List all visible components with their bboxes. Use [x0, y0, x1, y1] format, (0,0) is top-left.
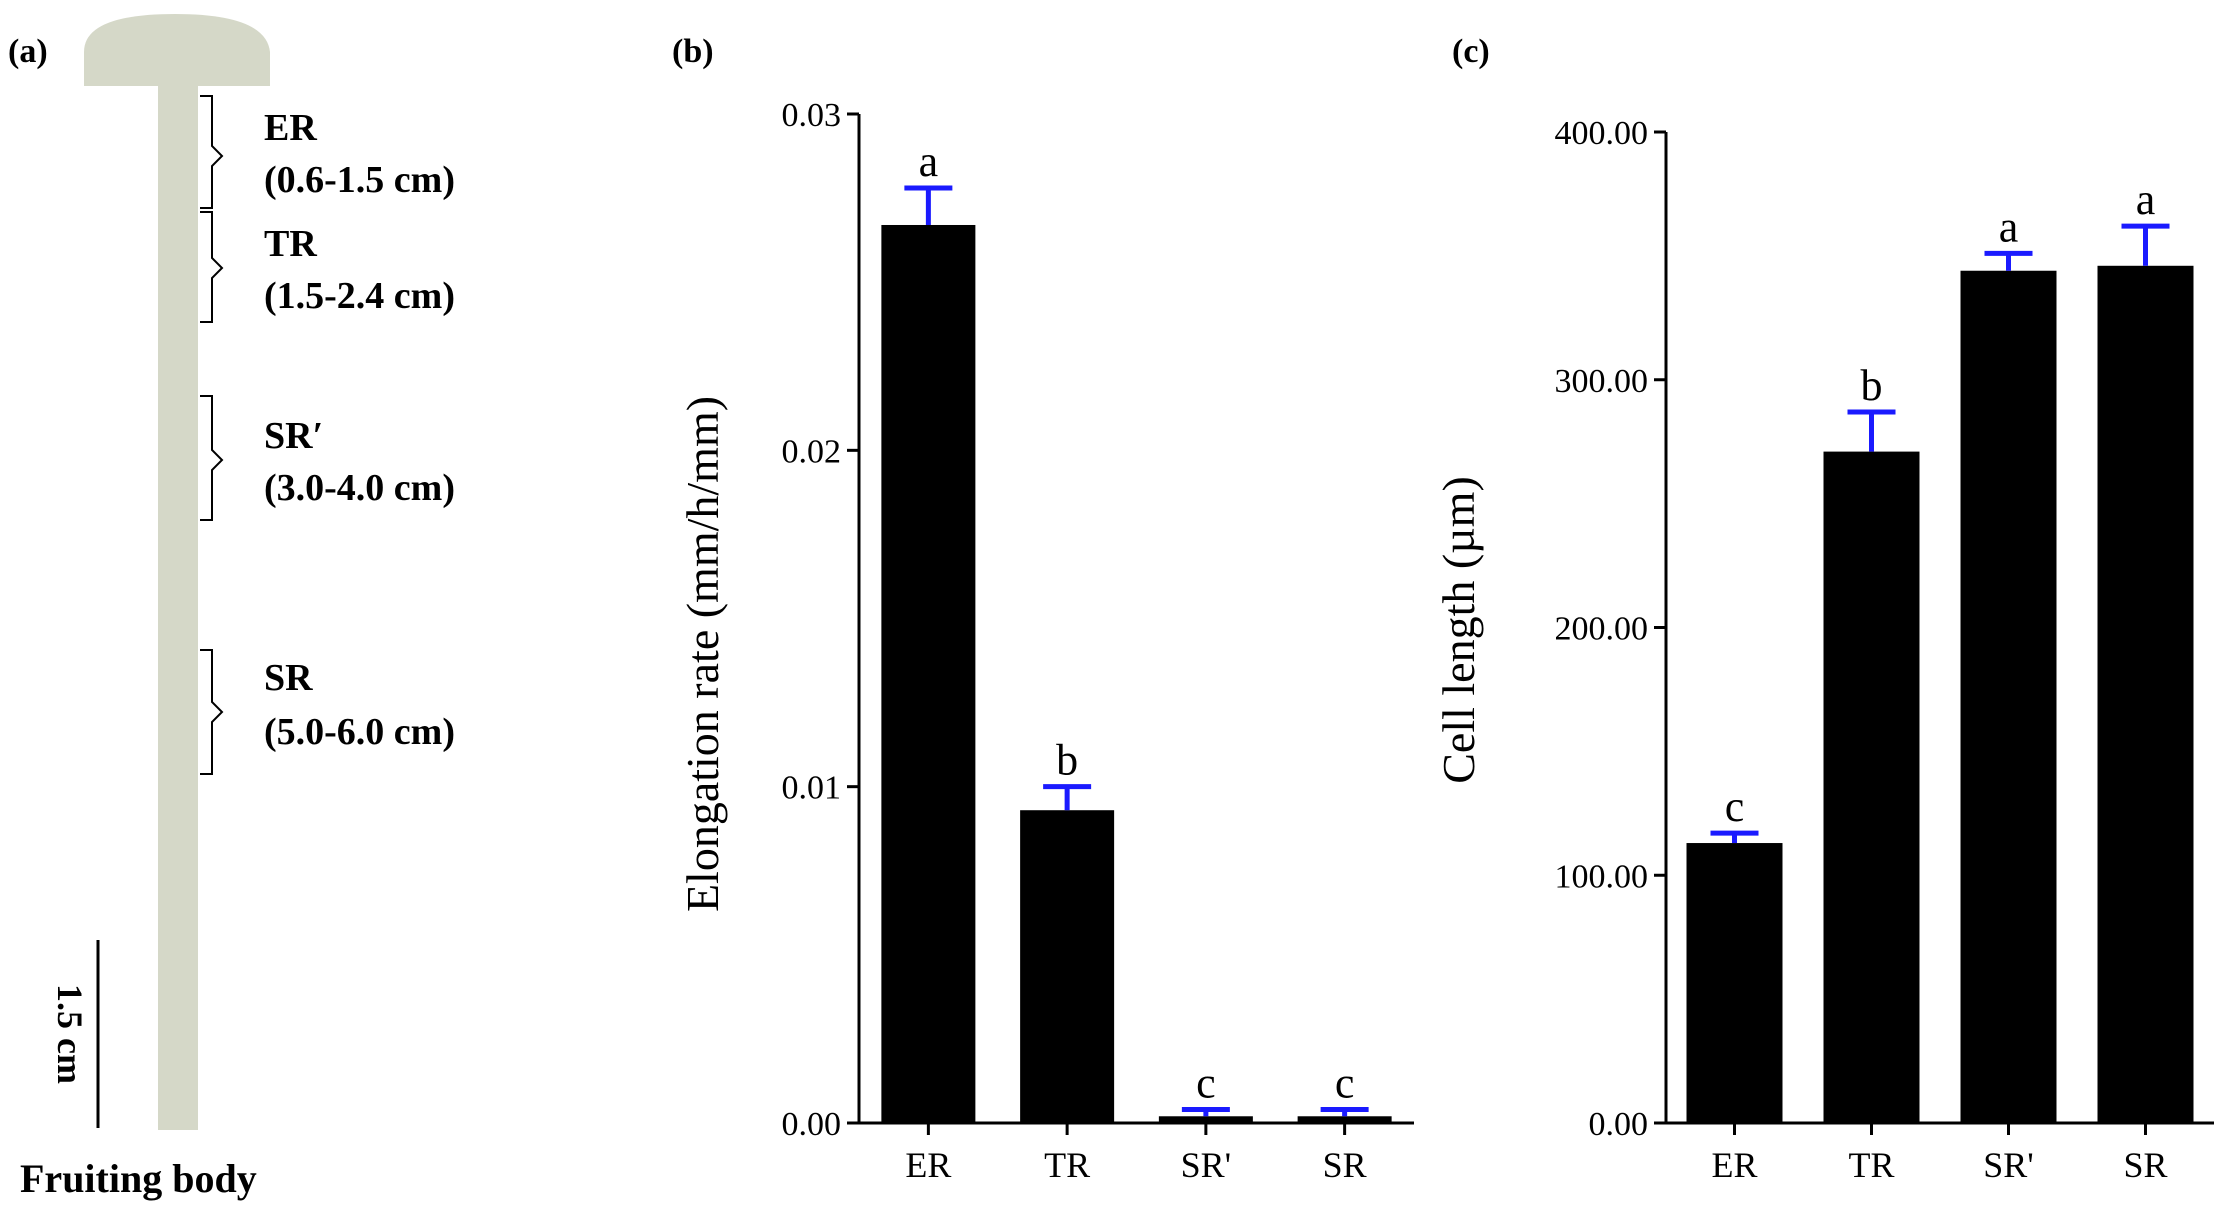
- panel-a: (a) ER (0.6-1.5 cm) TR (1.5-2.4 cm) SR′ …: [8, 14, 455, 1201]
- chart-b-y-tick-label: 0.03: [782, 97, 842, 134]
- chart-c-significance-label: a: [2136, 175, 2156, 224]
- chart-b-y-tick-label: 0.00: [782, 1106, 842, 1143]
- chart-c-bar: [1960, 270, 2057, 1123]
- chart-c-y-tick-label: 400.00: [1555, 115, 1649, 152]
- chart-c-significance-label: b: [1861, 361, 1883, 410]
- chart-c-category-label: TR: [1848, 1145, 1894, 1185]
- chart-c-bar: [1686, 843, 1783, 1123]
- chart-b-y-tick-label: 0.02: [782, 433, 842, 470]
- chart-c-y-axis-label: Cell length (µm): [1433, 476, 1484, 784]
- chart-b-y-axis-label: Elongation rate (mm/h/mm): [677, 396, 728, 912]
- chart-c-panel-label: (c): [1452, 33, 1490, 70]
- chart-b-category-label: TR: [1044, 1145, 1090, 1185]
- chart-c-y-tick-label: 200.00: [1555, 611, 1649, 648]
- scale-bar-label: 1.5 cm: [50, 984, 90, 1084]
- chart-c-significance-label: a: [1999, 202, 2019, 251]
- chart-c-category-label: ER: [1711, 1145, 1757, 1185]
- region-sr-prime-name: SR′: [264, 415, 323, 457]
- chart-c-bar: [2097, 265, 2194, 1123]
- chart-b-significance-label: a: [919, 137, 939, 186]
- fruiting-body-caption: Fruiting body: [20, 1156, 257, 1201]
- brace-tr: [200, 211, 224, 323]
- chart-b-significance-label: c: [1335, 1059, 1355, 1108]
- chart-c-bar: [1823, 451, 1920, 1123]
- fruiting-body-stipe: [158, 86, 198, 1130]
- chart-b-category-label: ER: [905, 1145, 951, 1185]
- chart-b-bar: [881, 224, 976, 1124]
- chart-c-y-tick-label: 100.00: [1555, 858, 1649, 895]
- brace-sr-prime: [200, 395, 224, 521]
- brace-er: [200, 95, 224, 209]
- chart-b-bar: [1020, 810, 1115, 1123]
- chart-c-significance-label: c: [1725, 782, 1745, 831]
- chart-b-bar: [1158, 1116, 1253, 1123]
- chart-c-y-tick-label: 300.00: [1555, 363, 1649, 400]
- chart-b-significance-label: c: [1196, 1059, 1216, 1108]
- brace-sr: [200, 649, 224, 775]
- fruiting-body-cap: [84, 14, 270, 86]
- chart-c-category-label: SR': [1983, 1145, 2034, 1185]
- chart-b-category-label: SR: [1323, 1145, 1367, 1185]
- chart-b-bar: [1297, 1116, 1392, 1123]
- region-tr-range: (1.5-2.4 cm): [264, 275, 455, 317]
- chart-b: (b) Elongation rate (mm/h/mm) 0.00 0.01 0.…: [672, 33, 1414, 1185]
- region-er-range: (0.6-1.5 cm): [264, 159, 455, 201]
- chart-b-category-label: SR': [1181, 1145, 1232, 1185]
- chart-c-y-tick-label: 0.00: [1589, 1106, 1649, 1143]
- region-tr-name: TR: [264, 223, 317, 265]
- chart-b-significance-label: b: [1056, 736, 1078, 785]
- panel-a-label: (a): [8, 33, 48, 70]
- chart-c: (c) Cell length (µm) 0.00 100.00 200.00 300…: [1433, 33, 2214, 1185]
- region-er-name: ER: [264, 107, 317, 149]
- region-sr-range: (5.0-6.0 cm): [264, 711, 455, 753]
- region-sr-prime-range: (3.0-4.0 cm): [264, 467, 455, 509]
- chart-b-panel-label: (b): [672, 33, 714, 70]
- region-sr-name: SR: [264, 657, 313, 699]
- chart-b-y-tick-label: 0.01: [782, 770, 842, 807]
- chart-c-category-label: SR: [2123, 1145, 2167, 1185]
